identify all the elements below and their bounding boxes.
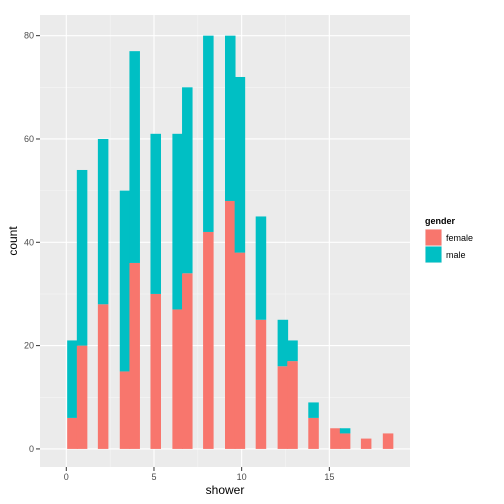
bar-male bbox=[172, 133, 183, 310]
bar-female bbox=[360, 438, 372, 449]
y-axis-title: count bbox=[6, 226, 20, 256]
bar-female bbox=[255, 319, 267, 449]
bar-female bbox=[225, 200, 236, 449]
x-axis-ticks: 0 5 10 15 bbox=[64, 467, 334, 482]
bar-male bbox=[129, 51, 140, 263]
legend-key-male bbox=[425, 246, 442, 263]
bar-female bbox=[339, 433, 351, 449]
bar-female bbox=[203, 231, 214, 449]
y-tick-label: 60 bbox=[24, 134, 34, 144]
bar-female bbox=[287, 361, 298, 449]
bar-male bbox=[119, 190, 131, 372]
bar-male bbox=[203, 35, 214, 232]
bar-female bbox=[234, 252, 246, 449]
bar-male bbox=[339, 428, 351, 434]
bar-male bbox=[255, 216, 267, 320]
x-tick-label: 10 bbox=[237, 472, 247, 482]
bar-female bbox=[76, 345, 88, 449]
y-tick-label: 20 bbox=[24, 341, 34, 351]
bar-female bbox=[308, 417, 319, 449]
bars bbox=[67, 35, 394, 449]
bar-male bbox=[182, 87, 193, 274]
bar-female bbox=[150, 293, 161, 449]
bar-male bbox=[225, 35, 236, 201]
y-axis-ticks: 0 20 40 60 80 bbox=[24, 31, 40, 454]
bar-male bbox=[67, 340, 78, 418]
bar-female bbox=[277, 366, 289, 449]
bar-male bbox=[234, 76, 246, 253]
x-tick-label: 0 bbox=[64, 472, 69, 482]
x-tick-label: 15 bbox=[324, 472, 334, 482]
bar-male bbox=[277, 319, 289, 367]
x-axis-title: shower bbox=[206, 483, 245, 497]
legend-title: gender bbox=[425, 216, 456, 226]
legend-key-female bbox=[425, 229, 442, 246]
y-tick-label: 40 bbox=[24, 237, 34, 247]
bar-female bbox=[382, 433, 394, 449]
bar-female bbox=[67, 417, 78, 449]
legend-label-male: male bbox=[446, 250, 466, 260]
y-tick-label: 0 bbox=[29, 444, 34, 454]
bar-female bbox=[97, 304, 109, 449]
bar-male bbox=[287, 340, 298, 362]
y-tick-label: 80 bbox=[24, 31, 34, 41]
x-tick-label: 5 bbox=[151, 472, 156, 482]
bar-male bbox=[150, 133, 161, 294]
bar-male bbox=[308, 402, 319, 418]
bar-female bbox=[182, 273, 193, 449]
bar-male bbox=[97, 138, 109, 305]
bar-male bbox=[76, 169, 88, 346]
legend: gender female male bbox=[425, 216, 473, 263]
bar-female bbox=[172, 309, 183, 449]
bar-female bbox=[119, 371, 131, 449]
bar-female bbox=[330, 428, 341, 449]
bar-female bbox=[129, 262, 140, 449]
legend-label-female: female bbox=[446, 233, 473, 243]
